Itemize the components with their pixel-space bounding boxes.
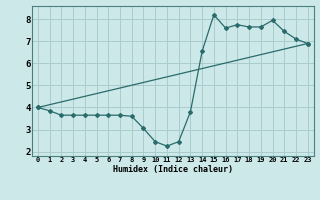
X-axis label: Humidex (Indice chaleur): Humidex (Indice chaleur): [113, 165, 233, 174]
